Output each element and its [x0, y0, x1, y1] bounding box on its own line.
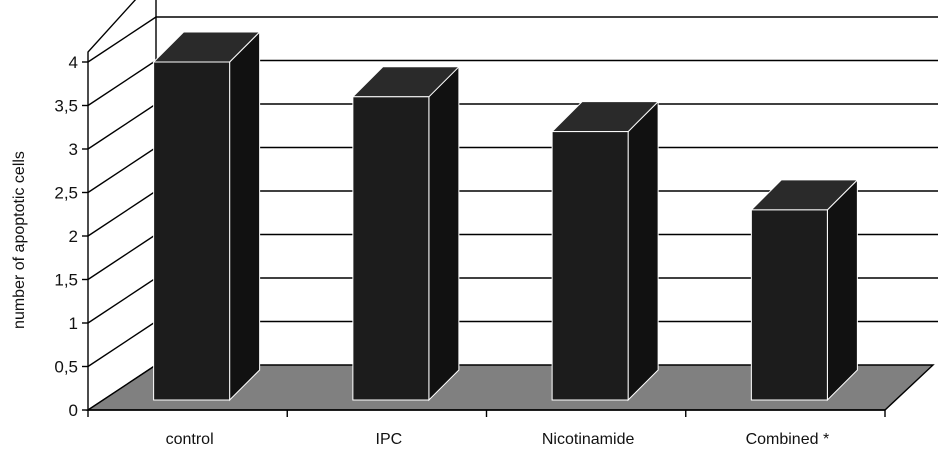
bar-front: [750, 209, 828, 401]
y-tick-label: 0,5: [54, 358, 78, 377]
bar: [750, 178, 859, 402]
y-tick-label: 4: [69, 53, 78, 72]
chart-walls: [87, 0, 157, 410]
bar-side: [229, 30, 261, 402]
x-axis-categories: control IPC Nicotinamide Combined *: [87, 410, 886, 448]
bar-front: [153, 61, 231, 401]
category-label: IPC: [376, 431, 403, 448]
gridline-wall: [87, 320, 157, 368]
category-label: Combined *: [746, 431, 830, 448]
bar-side: [826, 178, 858, 402]
y-tick-label: 0: [69, 401, 78, 420]
gridline-wall: [87, 233, 157, 281]
gridlines: [87, 16, 938, 411]
bar-side: [428, 65, 460, 402]
y-tick-label: 3,5: [54, 97, 78, 116]
bar: [152, 30, 261, 402]
bar: [351, 65, 461, 402]
bar-front: [551, 131, 629, 401]
category-label: Nicotinamide: [542, 431, 635, 448]
bar-side: [627, 100, 659, 402]
y-tick-label: 1: [69, 314, 78, 333]
left-wall: [87, 0, 157, 410]
gridline-wall: [87, 277, 157, 324]
category-label: control: [166, 431, 214, 448]
y-tick-label: 2: [69, 227, 78, 246]
y-tick-label: 2,5: [54, 184, 78, 203]
gridline-wall: [87, 103, 157, 150]
gridline-wall: [87, 16, 157, 63]
y-tick-label: 1,5: [54, 271, 78, 290]
bar-front: [352, 96, 430, 401]
bars: [152, 30, 859, 402]
gridline-wall: [87, 146, 157, 194]
gridline-wall: [87, 59, 157, 107]
gridline-wall: [87, 190, 157, 237]
bar: [550, 100, 660, 402]
y-axis-ticks: 0 0,5 1 1,5 2 2,5 3 3,5 4: [54, 53, 88, 420]
y-axis-title: number of apoptotic cells: [11, 151, 28, 329]
y-tick-label: 3: [69, 140, 78, 159]
